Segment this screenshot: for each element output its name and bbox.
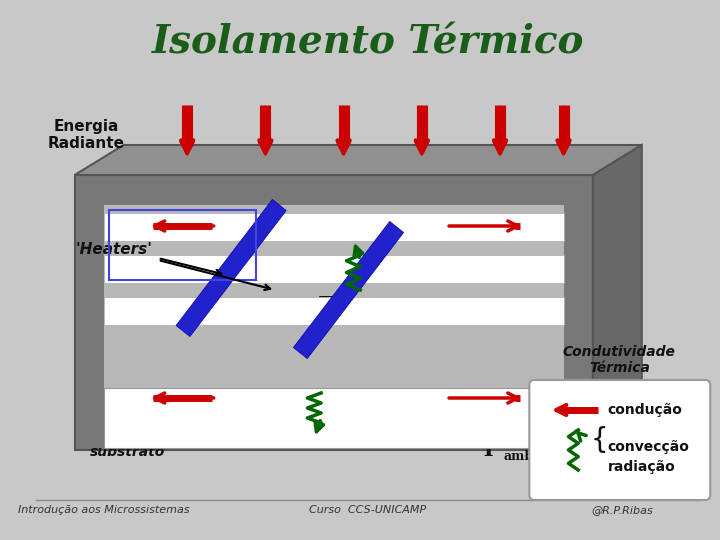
Polygon shape	[75, 145, 642, 175]
Text: Curso  CCS-UNICAMP: Curso CCS-UNICAMP	[310, 505, 427, 515]
Text: convecção: convecção	[608, 440, 690, 454]
Polygon shape	[593, 145, 642, 450]
Text: Condutividade
Térmica: Condutividade Térmica	[563, 345, 676, 375]
Bar	[104, 213, 564, 241]
Text: Introdução aos Microssistemas: Introdução aos Microssistemas	[18, 505, 190, 515]
Bar	[176, 199, 287, 336]
Text: @R.P.Ribas: @R.P.Ribas	[591, 505, 653, 515]
FancyBboxPatch shape	[529, 380, 710, 500]
Text: condução: condução	[608, 403, 683, 417]
Text: Isolamento Térmico: Isolamento Térmico	[152, 23, 584, 61]
Text: Energia
Radiante: Energia Radiante	[48, 119, 125, 151]
Bar	[104, 255, 564, 283]
Bar	[104, 297, 564, 325]
Bar	[104, 205, 564, 448]
Text: {: {	[591, 426, 608, 454]
Text: radiação: radiação	[608, 460, 675, 474]
Polygon shape	[75, 175, 593, 450]
Text: T: T	[319, 295, 335, 315]
Text: substrato: substrato	[89, 445, 165, 459]
Bar	[104, 388, 564, 448]
Text: amb: amb	[504, 450, 534, 463]
Text: max: max	[345, 306, 374, 319]
Bar	[293, 221, 404, 359]
Text: T: T	[480, 440, 496, 460]
Text: 'Heaters': 'Heaters'	[76, 242, 152, 258]
